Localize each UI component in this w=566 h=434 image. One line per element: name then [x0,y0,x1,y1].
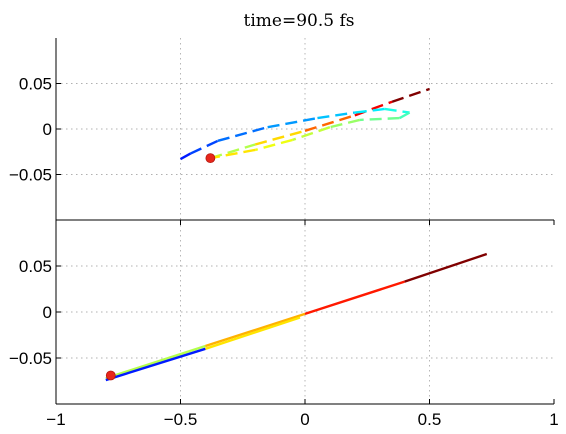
series-segment [205,312,306,348]
y-tick-label: −0.05 [9,349,52,368]
x-tick-label: 1 [549,410,558,429]
series-segment [354,100,393,117]
series-segment [105,344,206,380]
x-tick-label: 0.5 [418,410,442,429]
series-segment [304,114,356,132]
y-tick-label: 0 [43,303,52,322]
series-segment [329,118,361,129]
x-tick-label: −1 [46,410,65,429]
top-panel: −0.05 0 0.05 [9,38,554,221]
series-segment [105,347,206,382]
series-segment [210,148,256,160]
series-segment [292,126,331,142]
bottom-panel: −0.05 0 0.05 −1 −0.5 0 0.5 1 [9,220,559,429]
series-segment [317,111,355,120]
y-tick-label: −0.05 [9,166,52,185]
x-tick-label: 0 [300,410,309,429]
series-line [105,316,301,382]
series-line [210,87,430,160]
marker-point [205,153,216,164]
series-segment [404,252,488,283]
series-segment [354,107,385,114]
series-segment [217,126,268,142]
series-segment [205,316,301,350]
series-segment [391,87,430,103]
y-tick-label: 0 [43,120,52,139]
chart-title: time=90.5 fs [244,11,355,31]
x-tick-label: −0.5 [164,410,198,429]
y-tick-label: 0.05 [19,75,52,94]
series-segment [179,152,192,161]
series-segment [267,116,318,129]
series-segment [359,116,400,122]
series-segment [304,280,405,315]
series-segment [189,139,219,155]
series-segment [254,129,306,146]
series-line [179,107,411,161]
series-segment [399,111,411,120]
series-segment [254,138,293,152]
y-tick-label: 0.05 [19,257,52,276]
series-line [105,252,488,380]
series-segment [384,107,410,114]
marker-point [105,370,116,381]
